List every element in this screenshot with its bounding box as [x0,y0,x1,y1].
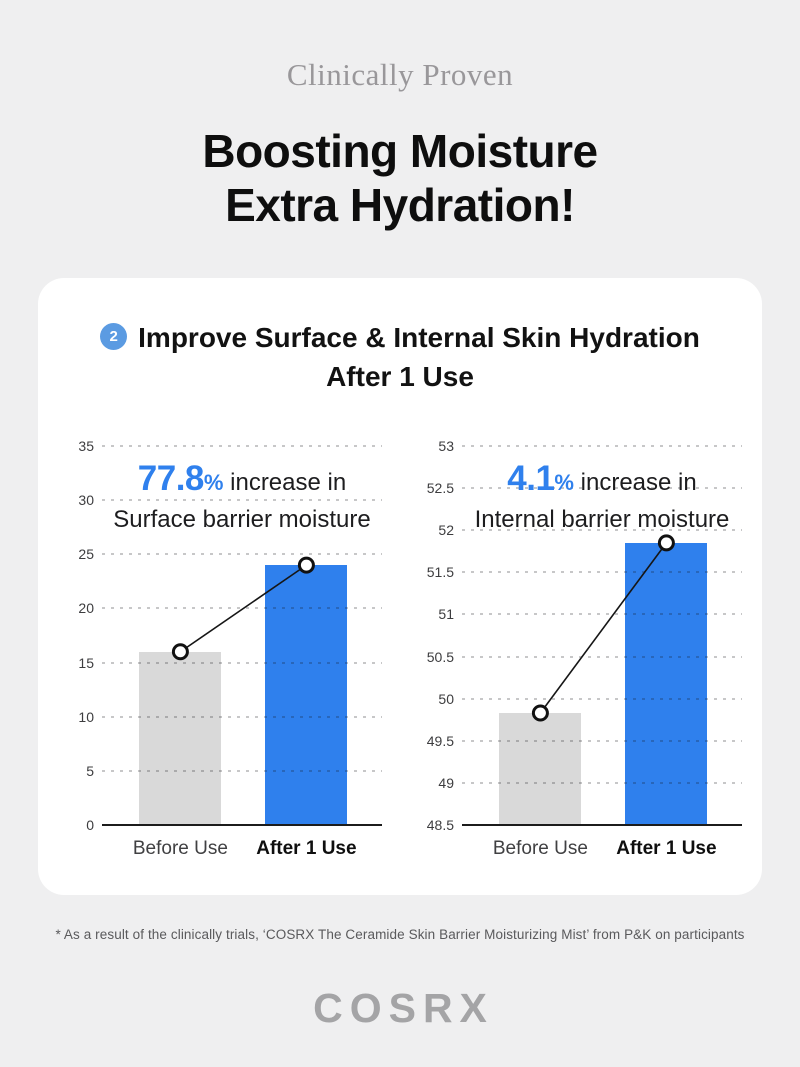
bar-before-use [499,713,582,825]
gridline [102,661,382,664]
plot-area [462,445,742,826]
chart-annotation: 77.8% increase in Surface barrier moistur… [102,461,382,535]
y-tick-label: 15 [78,654,94,671]
annotation-line2: Surface barrier moisture [113,506,371,533]
annotation-suffix: increase in [223,469,347,496]
y-tick-label: 5 [86,762,94,779]
step-2-badge: 2 [100,322,128,350]
y-tick-label: 30 [78,492,94,509]
page-title-line2: Extra Hydration! [225,178,575,231]
gridline [102,445,382,447]
data-marker [657,534,675,552]
x-labels: Before Use After 1 Use [102,838,382,864]
x-label-before-use: Before Use [132,838,228,859]
y-tick-label: 52.5 [426,480,454,497]
x-axis-line [462,824,742,826]
internal-hydration-chart: 48.5 49 49.5 50 50.5 51 51.5 52 52.5 53 4.1% incre… [418,438,742,864]
card-heading-text2: After 1 Use [326,360,474,392]
y-tick-label: 51 [438,606,454,623]
x-labels: Before Use After 1 Use [462,838,742,864]
y-tick-label: 49.5 [426,732,454,749]
plot-area [102,445,382,826]
page-title: Boosting Moisture Extra Hydration! [0,125,800,233]
y-tick-label: 25 [78,546,94,563]
data-marker [171,643,189,661]
trend-line [539,542,668,714]
gridline [462,697,742,700]
gridline [462,487,742,490]
y-tick-label: 10 [78,708,94,725]
bar-before-use [139,651,222,825]
annotation-line1: 77.8% increase in [102,461,382,504]
y-tick-label: 20 [78,600,94,617]
y-tick-label: 50.5 [426,648,454,665]
card-heading-text1: Improve Surface & Internal Skin Hydratio… [138,321,700,353]
increase-value: 77.8 [137,459,205,498]
gridline [462,781,742,784]
gridline [462,571,742,574]
gridline [462,613,742,616]
x-label-before-use: Before Use [492,838,588,859]
annotation-suffix: increase in [573,469,697,496]
eyebrow-text: Clinically Proven [286,57,514,92]
brand-logo: COSRX [313,984,494,1031]
gridline [462,445,742,447]
y-tick-label: 35 [78,438,94,454]
chart-annotation: 4.1% increase in Internal barrier moistur… [462,461,742,535]
card-heading: 2 Improve Surface & Internal Skin Hydrati… [58,318,742,396]
data-marker [531,704,549,722]
annotation-line2: Internal barrier moisture [474,506,730,533]
y-tick-label: 50 [438,690,454,707]
trend-line [179,564,307,653]
percent-sign: % [554,470,574,495]
y-tick-label: 0 [86,817,94,833]
x-label-after-1-use: After 1 Use [616,838,717,859]
gridline [102,499,382,502]
card-heading-line1: 2 Improve Surface & Internal Skin Hydrati… [58,318,742,357]
annotation-line1: 4.1% increase in [462,461,742,504]
gridline [462,739,742,742]
gridline [462,529,742,532]
footnote: * As a result of the clinically trials, … [55,926,745,942]
results-card: 2 Improve Surface & Internal Skin Hydrati… [38,277,762,895]
y-tick-label: 51.5 [426,564,454,581]
x-label-after-1-use: After 1 Use [256,838,357,859]
gridline [102,553,382,556]
percent-sign: % [203,470,224,495]
charts-row: 0 5 10 15 20 25 30 35 77.8% increase in Surface b… [58,438,742,864]
bar-after-1-use [265,565,348,825]
y-tick-label: 53 [438,438,454,454]
gridline [462,655,742,658]
gridline [102,715,382,718]
bar-after-1-use [625,542,708,825]
y-tick-label: 48.5 [426,817,454,833]
page-title-line1: Boosting Moisture [202,125,598,177]
x-axis-line [102,824,382,826]
trend-overlay [171,556,315,661]
trend-overlay [531,534,675,722]
y-tick-label: 49 [438,774,454,791]
increase-value: 4.1 [507,459,555,498]
y-tick-label: 52 [438,522,454,539]
data-marker [297,556,315,574]
gridline [102,769,382,772]
surface-hydration-chart: 0 5 10 15 20 25 30 35 77.8% increase in Surface b… [58,438,382,864]
